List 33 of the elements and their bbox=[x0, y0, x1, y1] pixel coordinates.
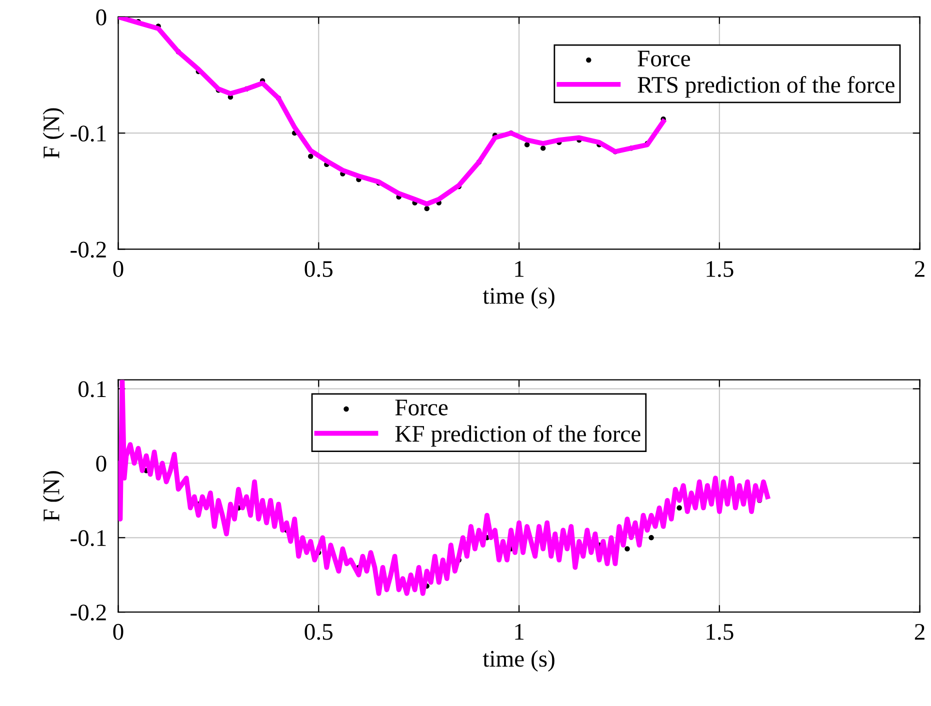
x-tick-label: 2 bbox=[914, 624, 924, 640]
point bbox=[540, 146, 546, 151]
y-tick-label: -0.2 bbox=[70, 242, 106, 258]
y-axis-title: F (N) bbox=[42, 108, 64, 158]
point bbox=[524, 142, 530, 148]
legend-label: Force bbox=[638, 50, 690, 66]
legend-label: Force bbox=[395, 400, 448, 416]
point bbox=[424, 206, 430, 212]
x-tick-label: 0 bbox=[113, 624, 124, 640]
x-tick-label: 1 bbox=[515, 624, 524, 640]
point bbox=[676, 505, 682, 510]
y-tick-label: 0 bbox=[96, 456, 106, 472]
y-tick-label: 0 bbox=[96, 9, 106, 26]
x-tick-label: 0.5 bbox=[304, 261, 332, 278]
y-tick-label: -0.1 bbox=[70, 530, 106, 546]
x-tick-label: 2 bbox=[914, 261, 924, 277]
line-series bbox=[118, 380, 770, 596]
x-tick-label: 0 bbox=[113, 261, 124, 277]
x-tick-label: 1 bbox=[515, 261, 524, 277]
x-axis-title: time (s) bbox=[482, 287, 554, 309]
legend-label: RTS prediction of the force bbox=[638, 76, 894, 98]
x-axis-title: time (s) bbox=[482, 650, 554, 672]
x-tick-label: 0.5 bbox=[304, 624, 332, 640]
point bbox=[624, 546, 630, 552]
y-tick-label: -0.1 bbox=[70, 126, 106, 142]
legend-label: KF prediction of the force bbox=[395, 424, 640, 447]
point bbox=[308, 154, 314, 159]
y-tick-label: 0.1 bbox=[78, 381, 106, 398]
y-tick-label: -0.2 bbox=[70, 604, 106, 621]
y-axis-title: F (N) bbox=[42, 471, 64, 522]
point bbox=[648, 535, 654, 540]
x-tick-label: 1.5 bbox=[706, 261, 734, 278]
x-tick-label: 1.5 bbox=[706, 624, 734, 640]
